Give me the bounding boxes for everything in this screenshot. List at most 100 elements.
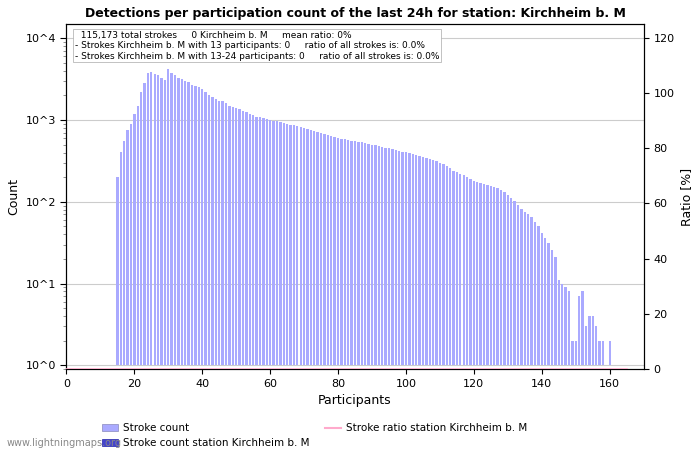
Bar <box>116 177 118 365</box>
Bar <box>188 82 190 365</box>
Bar <box>568 292 570 365</box>
Bar <box>551 250 553 365</box>
Bar <box>239 109 241 365</box>
Bar <box>276 122 278 365</box>
Bar <box>293 126 295 365</box>
Bar <box>144 83 146 365</box>
Bar <box>316 132 319 365</box>
Bar <box>320 133 322 365</box>
Bar <box>490 186 492 365</box>
Bar <box>184 81 186 365</box>
Bar <box>459 174 461 365</box>
Bar <box>248 113 251 365</box>
Bar <box>241 111 244 365</box>
Title: Detections per participation count of the last 24h for station: Kirchheim b. M: Detections per participation count of th… <box>85 7 626 20</box>
Bar <box>496 189 499 365</box>
Bar <box>150 72 153 365</box>
Bar <box>452 171 455 365</box>
Legend: Stroke count, Stroke count station Kirchheim b. M, Stroke ratio station Kirchhei: Stroke count, Stroke count station Kirch… <box>98 419 531 450</box>
Bar <box>120 153 122 365</box>
Text: 115,173 total strokes     0 Kirchheim b. M     mean ratio: 0%
- Strokes Kirchhei: 115,173 total strokes 0 Kirchheim b. M m… <box>75 31 440 61</box>
Bar <box>235 108 237 365</box>
Bar <box>330 136 332 365</box>
Bar <box>398 151 400 365</box>
Bar <box>300 127 302 365</box>
Bar <box>347 140 349 365</box>
Bar <box>208 95 210 365</box>
X-axis label: Participants: Participants <box>318 394 392 407</box>
Bar <box>513 202 516 365</box>
Bar <box>153 73 156 365</box>
Bar <box>425 158 428 365</box>
Bar <box>524 212 526 365</box>
Bar <box>232 107 234 365</box>
Bar <box>368 144 370 365</box>
Bar <box>547 243 550 365</box>
Y-axis label: Ratio [%]: Ratio [%] <box>680 167 693 225</box>
Bar <box>354 141 356 365</box>
Bar <box>602 341 604 365</box>
Bar <box>296 126 298 365</box>
Bar <box>520 209 523 365</box>
Bar <box>344 140 346 365</box>
Bar <box>221 101 224 365</box>
Bar <box>473 181 475 365</box>
Bar <box>323 134 326 365</box>
Bar <box>164 80 166 365</box>
Bar <box>381 147 384 365</box>
Bar <box>483 184 485 365</box>
Bar <box>517 205 519 365</box>
Bar <box>272 121 274 365</box>
Bar <box>435 162 438 365</box>
Bar <box>225 104 228 365</box>
Bar <box>493 187 496 365</box>
Bar <box>157 75 160 365</box>
Bar <box>181 79 183 365</box>
Bar <box>544 238 547 365</box>
Text: www.lightningmaps.org: www.lightningmaps.org <box>7 438 122 448</box>
Bar <box>167 69 169 365</box>
Bar <box>265 119 268 365</box>
Bar <box>500 189 502 365</box>
Bar <box>391 149 393 365</box>
Bar <box>595 326 597 365</box>
Bar <box>558 280 560 365</box>
Bar <box>388 148 390 365</box>
Bar <box>540 234 543 365</box>
Bar <box>384 148 387 365</box>
Bar <box>160 78 162 365</box>
Bar <box>442 164 444 365</box>
Bar <box>357 142 360 365</box>
Bar <box>130 124 132 365</box>
Bar <box>575 341 577 365</box>
Bar <box>469 179 472 365</box>
Bar <box>412 154 414 365</box>
Bar <box>333 137 336 365</box>
Bar <box>415 155 417 365</box>
Bar <box>377 146 380 365</box>
Bar <box>360 143 363 365</box>
Bar <box>313 130 316 365</box>
Bar <box>259 117 261 365</box>
Bar <box>432 160 434 365</box>
Bar <box>507 195 509 365</box>
Bar <box>564 287 567 365</box>
Bar <box>584 326 587 365</box>
Bar <box>327 135 329 365</box>
Bar <box>456 172 458 365</box>
Bar <box>171 72 173 365</box>
Bar <box>174 75 176 365</box>
Bar <box>351 140 353 365</box>
Bar <box>289 125 292 365</box>
Bar <box>449 168 452 365</box>
Bar <box>256 117 258 365</box>
Bar <box>123 141 125 365</box>
Y-axis label: Count: Count <box>7 178 20 215</box>
Bar <box>218 101 220 365</box>
Bar <box>215 99 217 365</box>
Bar <box>571 341 573 365</box>
Bar <box>510 198 512 365</box>
Bar <box>228 106 230 365</box>
Bar <box>340 139 342 365</box>
Bar <box>422 157 424 365</box>
